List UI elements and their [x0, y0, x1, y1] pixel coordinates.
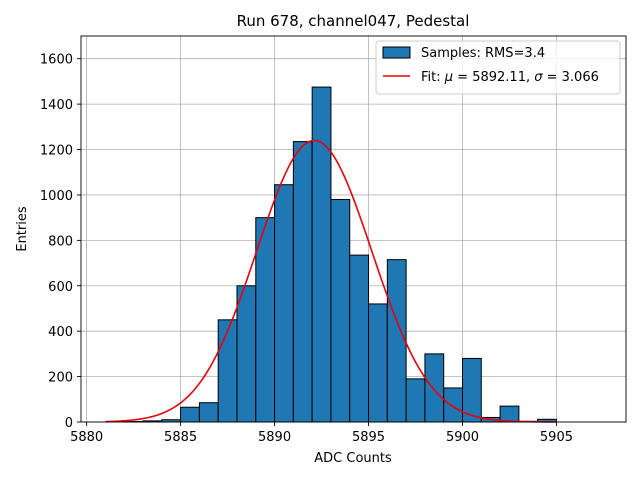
histogram-bar	[292, 141, 313, 423]
histogram-bar	[330, 198, 351, 423]
legend-fit-prefix: Fit:	[421, 70, 445, 85]
legend-histogram-swatch	[382, 46, 411, 59]
histogram-bar	[405, 378, 426, 423]
legend-fit-label: Fit: μ = 5892.11, σ = 3.066	[421, 70, 599, 85]
histogram-bar	[255, 217, 276, 423]
histogram-bar	[386, 259, 407, 423]
legend: Samples: RMS=3.4 Fit: μ = 5892.11, σ = 3…	[375, 40, 621, 95]
histogram-bar	[274, 184, 294, 423]
x-axis-title: ADC Counts	[314, 451, 392, 466]
legend-fit-mu-symbol: μ	[444, 70, 453, 85]
y-tick-label: 400	[48, 325, 73, 340]
legend-box	[375, 40, 621, 95]
y-tick-label: 1600	[40, 53, 73, 68]
y-tick-label: 800	[48, 234, 73, 249]
x-tick-label: 5885	[164, 430, 197, 445]
histogram-bar	[368, 303, 388, 423]
x-axis-ticks: 5880 5885 5890 5895 5900 5905	[70, 422, 573, 445]
histogram-bar	[349, 254, 370, 423]
histogram-bar	[311, 86, 332, 423]
x-tick-label: 5890	[258, 430, 291, 445]
fit-curve	[105, 139, 557, 423]
histogram-bar	[499, 405, 520, 423]
plot-frame	[80, 35, 627, 423]
x-tick-label: 5900	[446, 430, 479, 445]
x-tick-label: 5895	[352, 430, 385, 445]
y-tick-label: 1000	[40, 189, 73, 204]
x-tick-label: 5905	[540, 430, 573, 445]
histogram-bar	[180, 406, 200, 423]
histogram-bar	[236, 285, 257, 423]
legend-histogram-label: Samples: RMS=3.4	[421, 46, 545, 61]
y-axis-title: Entries	[15, 206, 30, 252]
chart-title: Run 678, channel047, Pedestal	[237, 12, 470, 30]
legend-fit-sigma-value: = 3.066	[542, 70, 598, 85]
y-tick-label: 0	[65, 416, 73, 431]
histogram-bars	[123, 86, 557, 423]
histogram-bar	[217, 319, 238, 423]
y-axis-ticks: 0 200 400 600 800 1000 1200 1400 1600	[40, 53, 81, 431]
x-tick-label: 5880	[70, 430, 103, 445]
legend-fit-sigma-symbol: σ	[534, 70, 543, 85]
y-tick-label: 1200	[40, 144, 73, 159]
y-tick-label: 1400	[40, 98, 73, 113]
histogram-bar	[198, 402, 219, 423]
histogram-bar	[443, 387, 464, 423]
legend-fit-mu-value: = 5892.11,	[453, 70, 534, 85]
y-tick-label: 200	[48, 371, 73, 386]
y-tick-label: 600	[48, 280, 73, 295]
histogram-bar	[424, 353, 445, 423]
